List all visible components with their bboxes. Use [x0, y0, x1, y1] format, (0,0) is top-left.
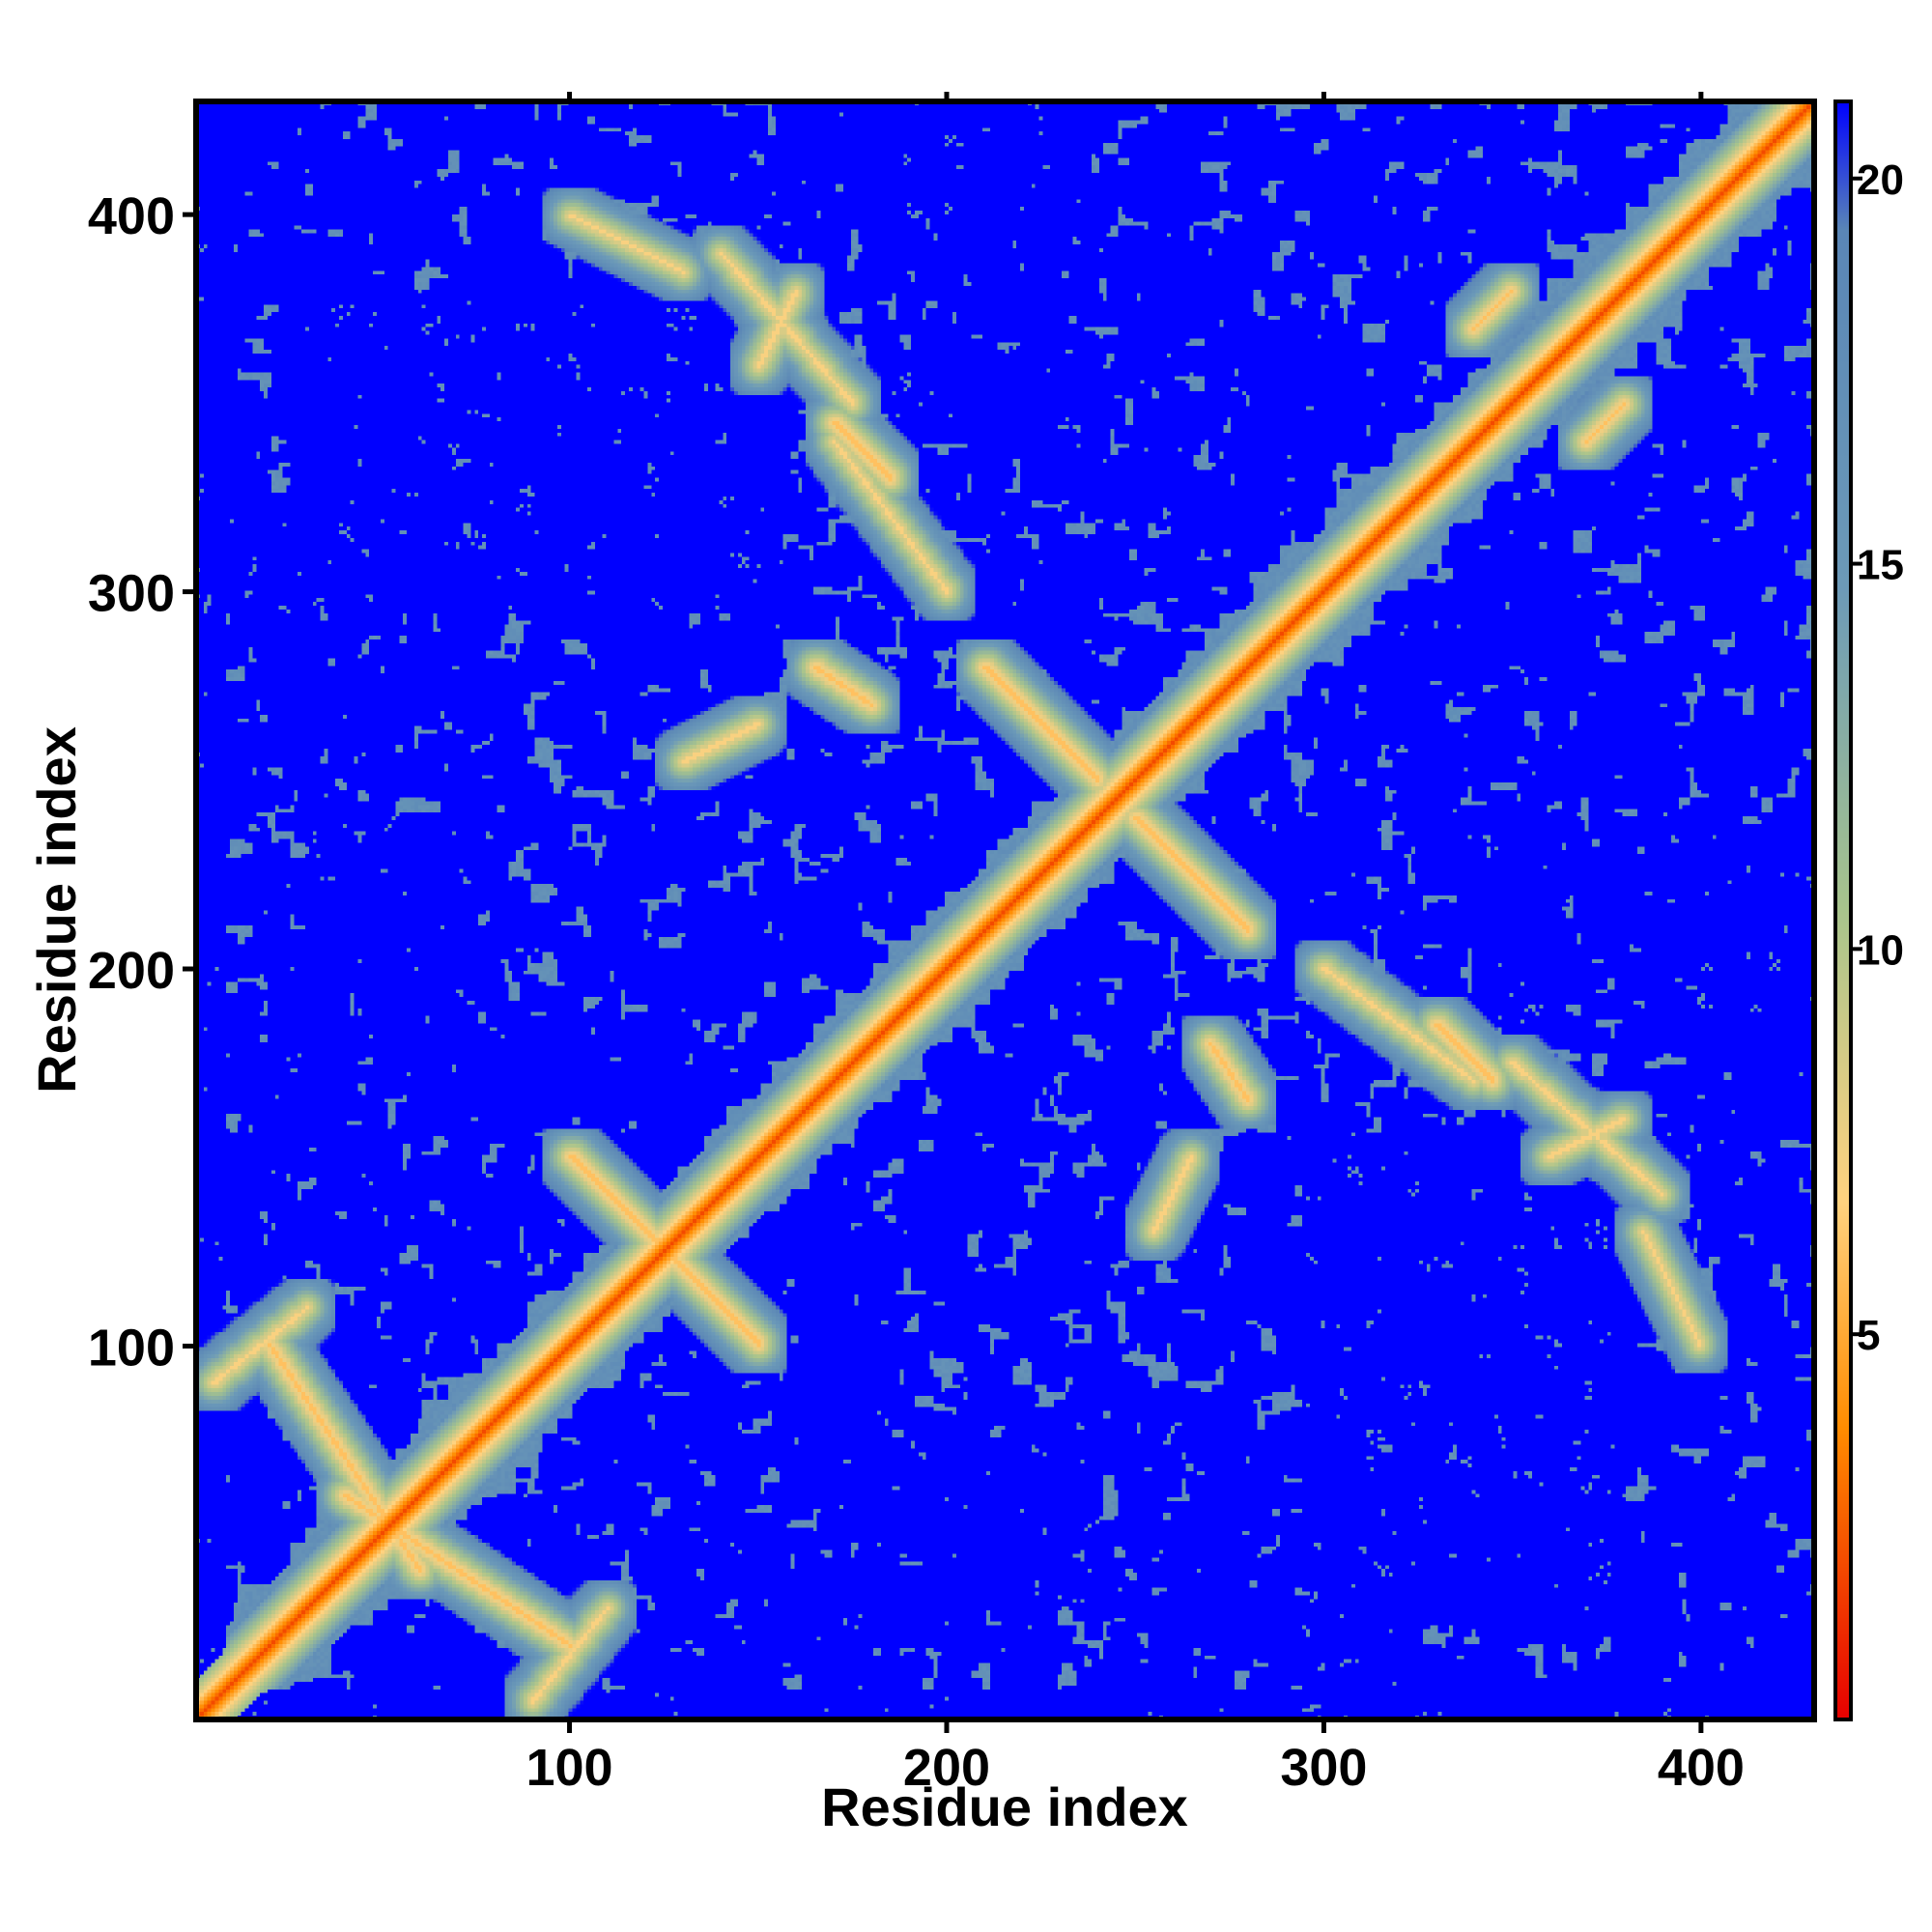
- colorbar-tick-label: 15: [1857, 542, 1904, 589]
- colorbar-tick-label: 5: [1857, 1312, 1880, 1359]
- x-axis-ticks: 100 200 300 400: [526, 92, 1745, 1797]
- heatmap-image: [196, 101, 1814, 1719]
- x-axis-title: Residue index: [821, 1776, 1188, 1837]
- x-tick-label: 300: [1280, 1739, 1367, 1797]
- x-tick-label: 100: [526, 1739, 612, 1797]
- y-axis-ticks: 100 200 300 400: [88, 187, 196, 1377]
- colorbar: [1833, 99, 1853, 1721]
- colorbar-tick-label: 10: [1857, 926, 1904, 974]
- y-tick-label: 100: [88, 1319, 175, 1377]
- y-tick-label: 300: [88, 565, 175, 623]
- y-tick-label: 200: [88, 942, 175, 1000]
- y-tick-label: 400: [88, 187, 175, 245]
- colorbar-ticks: 5 10 15 20: [1851, 156, 1904, 1359]
- x-tick-label: 400: [1658, 1739, 1745, 1797]
- y-axis-title: Residue index: [26, 726, 87, 1094]
- heatmap-area: [196, 101, 1814, 1719]
- plot-frame: [193, 99, 1817, 1722]
- colorbar-tick-label: 20: [1857, 156, 1904, 204]
- x-tick-label: 200: [903, 1739, 990, 1797]
